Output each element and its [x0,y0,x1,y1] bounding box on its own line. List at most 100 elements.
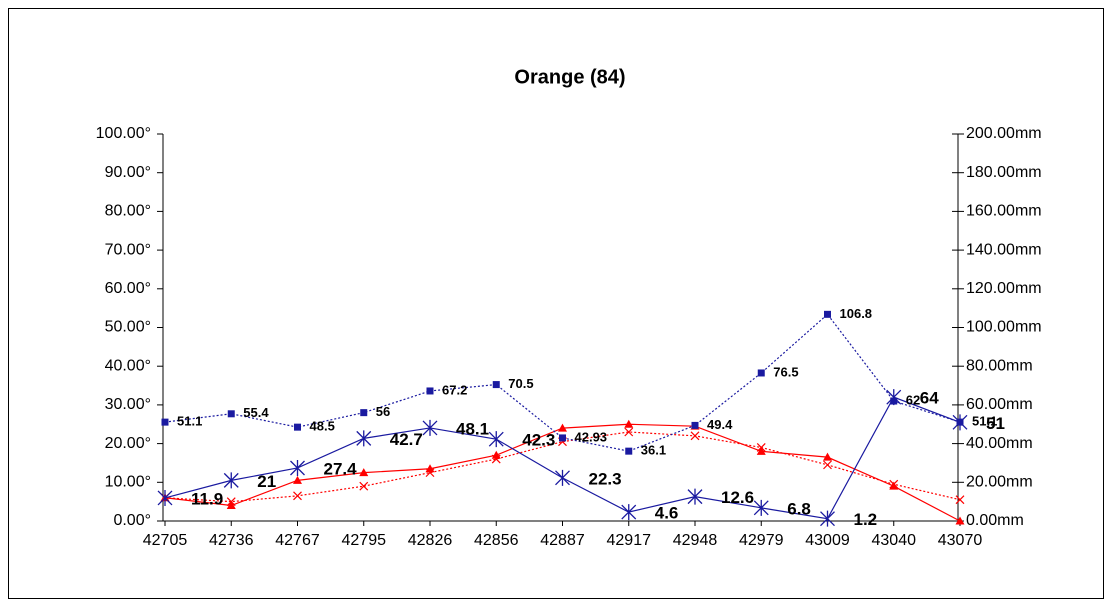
y2-tick-label: 180.00mm [966,164,1042,181]
marker [290,459,305,476]
y-tick-label: 20.00° [105,435,151,452]
data-label: 51.1 [177,414,202,429]
marker [422,419,438,436]
x-tick-label: 42887 [540,532,585,549]
y2-tick-label: 0.00mm [966,512,1024,529]
data-label: 76.5 [773,364,798,379]
marker [691,421,699,429]
marker [955,516,965,525]
data-label: 12.6 [721,488,754,507]
marker [890,397,898,405]
marker [955,495,965,505]
data-label: 51.1 [972,414,997,429]
data-label: 56 [376,404,390,419]
marker [624,427,634,437]
y2-tick-label: 140.00mm [966,241,1042,258]
data-label: 21 [257,472,276,491]
marker [625,447,633,455]
marker [356,430,372,447]
data-label: 55.4 [243,405,269,420]
y2-tick-label: 40.00mm [966,435,1033,452]
data-label: 27.4 [324,459,358,478]
marker [226,501,236,510]
data-label: 62 [906,392,920,407]
x-tick-label: 43040 [872,532,917,549]
marker [555,469,570,486]
marker [558,423,567,432]
marker [756,446,766,455]
marker [425,464,435,473]
marker [491,450,501,459]
marker [492,381,500,389]
marker [823,452,832,461]
y-tick-label: 90.00° [105,164,151,181]
marker [621,504,637,521]
x-tick-label: 43009 [805,532,850,549]
data-label: 6.8 [787,499,811,518]
data-label: 70.5 [508,376,533,391]
data-label: 1.2 [854,510,878,529]
marker [690,431,700,441]
y-tick-label: 80.00° [105,203,151,220]
x-tick-label: 42705 [143,532,188,549]
y2-tick-label: 20.00mm [966,474,1033,491]
chart-title: Orange (84) [514,66,625,88]
y2-tick-label: 60.00mm [966,396,1033,413]
x-tick-label: 42795 [342,532,387,549]
y-tick-label: 40.00° [105,357,151,374]
marker [161,418,169,426]
marker [359,468,369,477]
y-tick-label: 60.00° [105,280,151,297]
data-label: 42.3 [522,431,555,450]
y-tick-label: 50.00° [105,319,151,336]
marker [294,423,301,431]
marker [360,409,368,417]
marker [359,481,369,491]
x-tick-label: 42917 [607,532,652,549]
data-label: 64 [920,389,939,408]
marker [956,418,964,426]
marker [820,510,835,527]
x-tick-label: 43070 [938,532,983,549]
data-label: 106.8 [840,306,873,321]
data-label: 42.7 [390,430,423,449]
marker [757,369,765,377]
marker [223,472,239,489]
marker [227,410,235,418]
marker [824,310,831,318]
data-label: 48.5 [310,419,335,434]
y-tick-label: 0.00° [113,512,151,529]
x-tick-label: 42948 [673,532,718,549]
x-tick-label: 42856 [474,532,519,549]
data-label: 22.3 [589,469,622,488]
data-label: 67.2 [442,382,467,397]
data-label: 36.1 [641,443,666,458]
y2-tick-label: 100.00mm [966,319,1042,336]
marker [823,460,832,470]
x-tick-label: 42979 [739,532,784,549]
marker [488,431,504,448]
y2-tick-label: 160.00mm [966,203,1042,220]
marker [426,387,434,395]
marker [559,434,566,442]
y2-tick-label: 200.00mm [966,125,1042,142]
data-label: 48.1 [456,419,489,438]
marker [687,488,703,505]
data-label: 42.93 [575,429,608,444]
marker [157,489,173,506]
x-tick-label: 42826 [408,532,453,549]
marker [624,419,634,428]
y-tick-label: 10.00° [105,474,151,491]
marker [889,481,899,490]
y-tick-label: 70.00° [105,241,151,258]
marker [293,475,302,484]
data-label: 51 [986,414,1005,433]
x-tick-label: 42736 [209,532,254,549]
y-tick-label: 100.00° [96,125,151,142]
y2-tick-label: 80.00mm [966,357,1033,374]
marker [293,491,302,501]
y-tick-label: 30.00° [105,396,151,413]
data-label: 4.6 [655,504,679,523]
data-label: 49.4 [707,417,733,432]
